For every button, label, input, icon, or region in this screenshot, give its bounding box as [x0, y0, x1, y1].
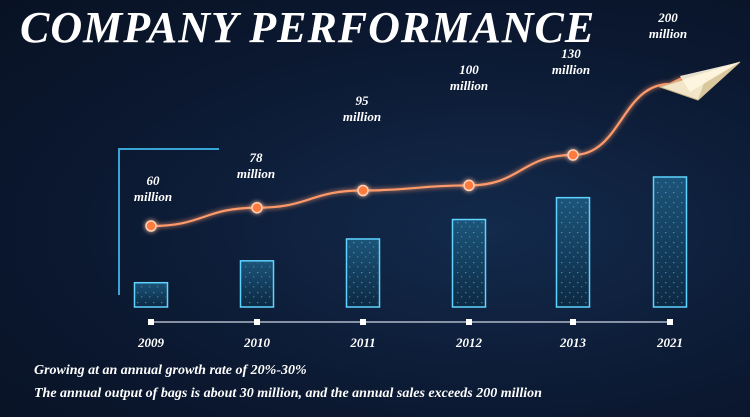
- x-tick-label-2009: 2009: [137, 335, 165, 350]
- paper-plane-top: [680, 62, 740, 92]
- x-tick-2010: [254, 319, 260, 325]
- trend-marker-2009: [145, 220, 157, 232]
- value-label-2010: 78 million: [237, 150, 275, 181]
- value-label-line: million: [237, 166, 275, 181]
- value-label-2012: 100 million: [450, 62, 488, 93]
- x-tick-label-2011: 2011: [349, 335, 375, 350]
- value-label-line: 95: [356, 93, 370, 108]
- x-tick-2012: [466, 319, 472, 325]
- value-label-line: million: [343, 109, 381, 124]
- bar-texture-2010: [242, 262, 272, 305]
- value-label-line: 60: [147, 173, 161, 188]
- bar-texture-2009: [136, 284, 166, 305]
- value-label-2011: 95 million: [343, 93, 381, 124]
- value-label-line: 78: [250, 150, 264, 165]
- bar-texture-2021: [655, 179, 685, 305]
- value-label-2009: 60 million: [134, 173, 172, 204]
- value-label-line: million: [134, 189, 172, 204]
- value-label-line: 100: [459, 62, 479, 77]
- trend-marker-2010: [251, 201, 263, 214]
- bar-texture-2013: [558, 199, 588, 305]
- x-tick-2009: [148, 319, 154, 325]
- value-label-line: million: [552, 62, 590, 77]
- value-label-2021: 200 million: [649, 10, 687, 41]
- value-label-2013: 130 million: [552, 46, 590, 77]
- x-tick-2013: [570, 319, 576, 325]
- caption-growth-rate: Growing at an annual growth rate of 20%-…: [34, 363, 307, 378]
- value-label-line: 200: [657, 10, 678, 25]
- trend-marker-2011: [357, 184, 369, 197]
- x-tick-label-2021: 2021: [656, 335, 683, 350]
- x-tick-label-2012: 2012: [455, 335, 483, 350]
- x-tick-2011: [360, 319, 366, 325]
- bar-texture-2011: [348, 240, 378, 305]
- paper-plane-fold: [698, 62, 740, 100]
- x-tick-label-2013: 2013: [559, 335, 587, 350]
- value-label-line: 130: [561, 46, 581, 61]
- value-label-line: million: [649, 26, 687, 41]
- x-tick-label-2010: 2010: [243, 335, 271, 350]
- x-tick-2021: [667, 319, 673, 325]
- bar-texture-2012: [454, 221, 484, 305]
- trend-line: [150, 77, 683, 228]
- chart-title: COMPANY PERFORMANCE: [20, 3, 596, 52]
- frame-bracket: [118, 148, 219, 295]
- paper-plane-icon: [658, 61, 741, 101]
- trend-marker-2012: [463, 179, 475, 192]
- value-label-line: million: [450, 78, 488, 93]
- caption-annual-output: The annual output of bags is about 30 mi…: [34, 386, 542, 401]
- trend-marker-2013: [567, 149, 579, 161]
